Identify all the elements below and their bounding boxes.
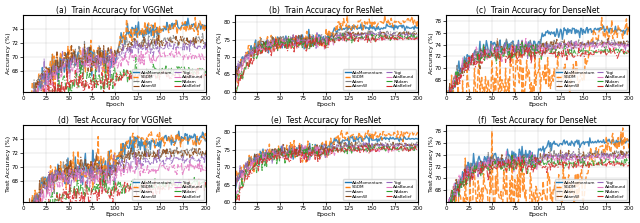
Y-axis label: Test Accuracy (%): Test Accuracy (%) <box>429 136 433 192</box>
Legend: AdaMomentum, SGDM, Adam, AdamW, Yogi, AdaBound, RAdam, AdaBelief: AdaMomentum, SGDM, Adam, AdamW, Yogi, Ad… <box>344 180 415 200</box>
Y-axis label: Accuracy (%): Accuracy (%) <box>217 33 222 74</box>
Title: (b)  Train Accuracy for ResNet: (b) Train Accuracy for ResNet <box>269 6 383 14</box>
Title: (d)  Test Accuracy for VGGNet: (d) Test Accuracy for VGGNet <box>58 116 172 125</box>
X-axis label: Epoch: Epoch <box>105 213 124 217</box>
Y-axis label: Accuracy (%): Accuracy (%) <box>6 33 10 74</box>
Title: (f)  Test Accuracy for DenseNet: (f) Test Accuracy for DenseNet <box>478 116 597 125</box>
Legend: AdaMomentum, SGDM, Adam, AdamW, Yogi, AdaBound, RAdam, AdaBelief: AdaMomentum, SGDM, Adam, AdamW, Yogi, Ad… <box>555 180 627 200</box>
X-axis label: Epoch: Epoch <box>528 102 547 107</box>
Legend: AdaMomentum, SGDM, Adam, AdamW, Yogi, AdaBound, RAdam, AdaBelief: AdaMomentum, SGDM, Adam, AdamW, Yogi, Ad… <box>344 69 415 90</box>
Y-axis label: Test Accuracy (%): Test Accuracy (%) <box>6 136 10 192</box>
X-axis label: Epoch: Epoch <box>105 102 124 107</box>
Legend: AdaMomentum, SGDM, Adam, AdamW, Yogi, AdaBound, RAdam, AdaBelief: AdaMomentum, SGDM, Adam, AdamW, Yogi, Ad… <box>555 69 627 90</box>
X-axis label: Epoch: Epoch <box>317 213 336 217</box>
Legend: AdaMomentum, SGDM, Adam, AdamW, Yogi, AdaBound, RAdam, AdaBelief: AdaMomentum, SGDM, Adam, AdamW, Yogi, Ad… <box>132 180 204 200</box>
X-axis label: Epoch: Epoch <box>528 213 547 217</box>
Title: (e)  Test Accuracy for ResNet: (e) Test Accuracy for ResNet <box>271 116 381 125</box>
Y-axis label: Accuracy (%): Accuracy (%) <box>429 33 433 74</box>
Title: (a)  Train Accuracy for VGGNet: (a) Train Accuracy for VGGNet <box>56 6 173 14</box>
Title: (c)  Train Accuracy for DenseNet: (c) Train Accuracy for DenseNet <box>476 6 600 14</box>
X-axis label: Epoch: Epoch <box>317 102 336 107</box>
Legend: AdaMomentum, SGDM, Adam, AdamW, Yogi, AdaBound, RAdam, AdaBelief: AdaMomentum, SGDM, Adam, AdamW, Yogi, Ad… <box>132 69 204 90</box>
Y-axis label: Test Accuracy (%): Test Accuracy (%) <box>217 136 222 192</box>
